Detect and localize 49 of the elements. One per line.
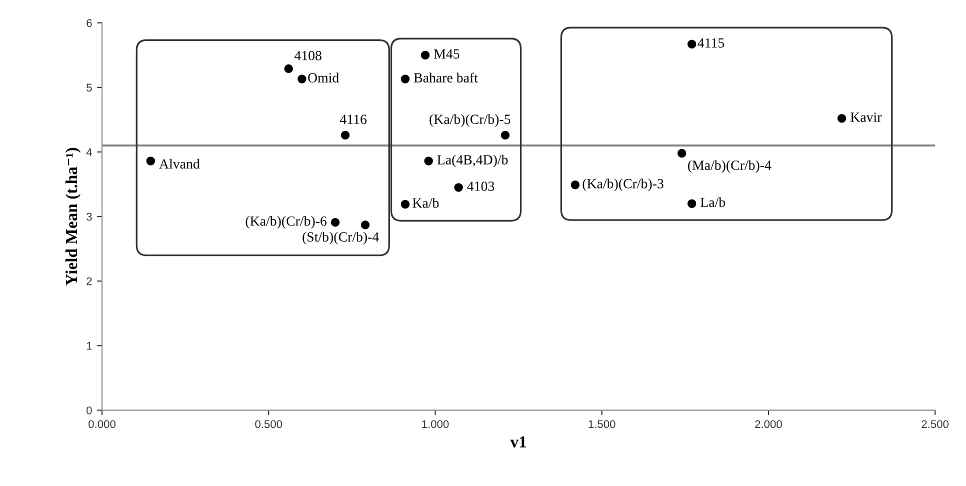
point (340, 130, 350, 140)
annotation: Bahare baft (414, 72, 478, 82)
x-tick-label: 1.500 (588, 420, 616, 428)
annotation: 4115 (698, 38, 724, 48)
point (400, 74, 410, 84)
x-tick-label: 0.000 (88, 420, 116, 428)
y-axis-title: Yield Mean (t.ha⁻¹) (65, 148, 81, 286)
annotation: 4108 (294, 50, 322, 60)
annotation: (St/b)(Cr/b)-4 (302, 232, 379, 244)
x-tick-label: 2.500 (922, 420, 949, 428)
point (454, 183, 463, 192)
annotation: 4103 (467, 182, 494, 191)
annotation: 4116 (340, 114, 367, 124)
annotation: (Ka/b)(Cr/b)-3 (582, 178, 664, 192)
annotation: M45 (434, 49, 460, 59)
y-tick-label: 1 (86, 342, 92, 350)
point (570, 180, 580, 190)
annotation: Kavir (850, 112, 882, 122)
point (146, 156, 156, 166)
point (687, 40, 696, 49)
point (424, 156, 433, 166)
annotation: La/b (700, 197, 726, 208)
y-tick-label: 6 (86, 19, 92, 27)
point (500, 130, 510, 140)
annotation: (Ka/b)(Cr/b)-5 (430, 114, 510, 127)
point (677, 148, 686, 158)
x-tick-label: 2.000 (755, 420, 782, 428)
annotation: Ka/b (412, 198, 439, 208)
point (687, 199, 696, 208)
point (360, 220, 370, 230)
x-tick-label: 1.000 (422, 420, 449, 428)
annotation: Alvand (159, 158, 200, 169)
y-tick-label: 3 (86, 212, 92, 221)
annotation: Omid (308, 72, 339, 82)
x-tick-label: 0.500 (255, 420, 282, 428)
y-tick-label: 4 (86, 148, 92, 156)
annotation: (Ka/b)(Cr/b)-6 (246, 216, 327, 229)
annotation: La(4B,4D)/b (437, 154, 508, 168)
point (298, 74, 306, 84)
point (420, 50, 430, 60)
y-tick-label: 0 (86, 406, 92, 414)
annotation: (Ma/b)(Cr/b)-4 (688, 160, 772, 173)
x-axis-title: v1 (510, 436, 526, 448)
point (330, 218, 340, 227)
y-tick-label: 5 (86, 84, 92, 92)
point (837, 114, 846, 123)
point (284, 64, 293, 74)
y-tick-label: 2 (86, 277, 92, 286)
point (400, 200, 410, 209)
